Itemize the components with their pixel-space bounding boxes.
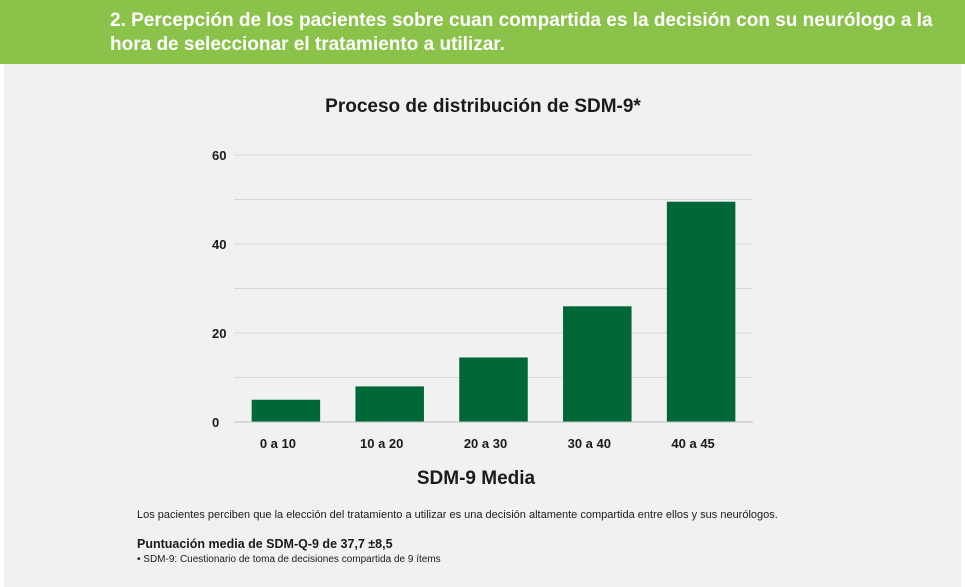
y-tick-label: 0 [212, 415, 219, 430]
slide-title: 2. Percepción de los pacientes sobre cua… [110, 10, 933, 55]
x-tick-label: 40 a 45 [671, 436, 714, 451]
x-tick-label: 10 a 20 [360, 436, 403, 451]
bar-40-a-45 [666, 201, 736, 422]
bar-0-a-10 [251, 399, 321, 422]
bar-20-a-30 [459, 357, 528, 422]
bar-chart: Proceso de distribución de SDM-9* 0 20 40 6… [212, 96, 753, 489]
mean-score-text: Puntuación media de SDM-Q-9 de 37,7 ±8,5 [137, 537, 393, 551]
content-panel [4, 64, 961, 587]
x-axis-ticks: 0 a 10 10 a 20 20 a 30 30 a 40 40 a 45 [260, 436, 715, 451]
bars [251, 201, 736, 422]
y-tick-label: 40 [212, 237, 226, 252]
x-axis-label: SDM-9 Media [417, 468, 536, 489]
bar-30-a-40 [563, 306, 632, 422]
y-tick-label: 20 [212, 326, 226, 341]
footnote-text: • SDM-9: Cuestionario de toma de decisio… [137, 554, 441, 565]
y-axis-ticks: 0 20 40 60 [212, 148, 226, 430]
header-band [0, 0, 965, 64]
y-tick-label: 60 [212, 148, 226, 163]
caption-text: Los pacientes perciben que la elección d… [137, 509, 778, 521]
x-tick-label: 0 a 10 [260, 436, 296, 451]
x-tick-label: 30 a 40 [568, 436, 611, 451]
bar-10-a-20 [355, 386, 424, 422]
chart-title: Proceso de distribución de SDM-9* [325, 96, 641, 117]
x-tick-label: 20 a 30 [464, 436, 507, 451]
